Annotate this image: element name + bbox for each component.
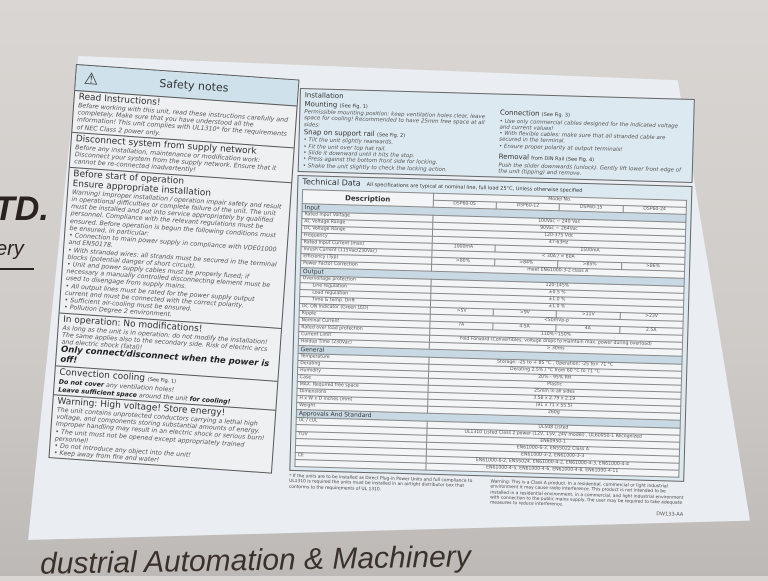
background-brand-text: TD. [0, 190, 49, 228]
figure-ref: (See Fig. 1) [147, 377, 177, 386]
bold-text: for cooling! [189, 395, 231, 406]
ul-footnote: * If the units are to be installed as Di… [288, 474, 473, 493]
figure-ref: from DIN Rail (See Fig. 4) [531, 155, 595, 164]
background-tagline-text: ery [0, 238, 24, 260]
figure-ref: (See Fig. 2) [376, 132, 406, 139]
technical-data-box: Technical Data All specifications are typ… [289, 175, 693, 483]
figure-ref: (See Fig. 3) [541, 111, 571, 119]
figure-ref: (See Fig. 1) [339, 102, 368, 110]
safety-notes-panel: ⚠ Safety notes Read Instructions! Before… [48, 64, 300, 475]
installation-box: Installation Mounting (See Fig. 1) Permi… [297, 88, 695, 184]
snap-heading: Snap on support rail [303, 128, 375, 139]
background-bottom-text: dustrial Automation & Machinery [39, 540, 472, 581]
class-a-warning: This is a Class A product. In a resident… [489, 480, 684, 508]
warning-triangle-icon: ⚠ [83, 68, 100, 89]
before-operation-section: Before start of operation Ensure appropr… [59, 167, 292, 329]
connection-heading: Connection [499, 108, 540, 118]
snap-list: • Tilt the unit slightly rearwards. • Fit… [303, 138, 493, 175]
tech-title: Technical Data [302, 177, 361, 188]
mounting-heading: Mounting [304, 99, 338, 109]
installation-tech-panel: Installation Mounting (See Fig. 1) Permi… [288, 88, 695, 518]
background-underline [0, 268, 34, 270]
before-operation-list: • Connection to main power supply in com… [64, 232, 283, 326]
connection-list: • Use only commercial cables designed fo… [499, 118, 689, 155]
spec-table: Description Model No. DSP60-05 DSP60-12 DSP6… [294, 189, 688, 478]
removal-heading: Removal [498, 152, 530, 162]
